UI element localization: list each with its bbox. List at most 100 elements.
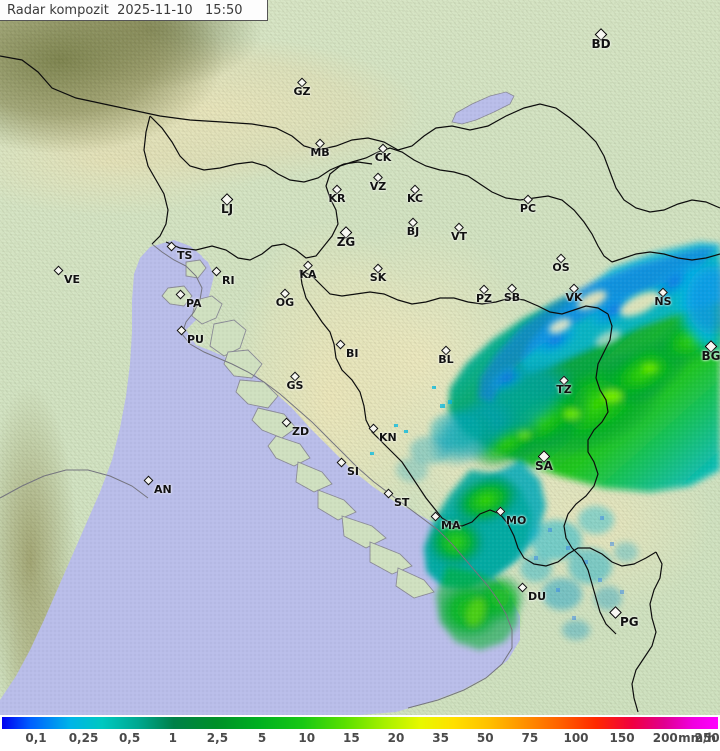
borders-layer [0,55,720,713]
diamond-icon [410,184,420,195]
legend-tick: 10 [298,731,316,745]
diamond-icon [220,193,234,206]
legend-tick: 0,5 [118,731,141,745]
diamond-icon [559,375,569,386]
city-label: PG [620,615,639,629]
diamond-icon [281,417,292,428]
city-label: PZ [475,292,493,305]
city-label: OS [552,261,570,274]
diamond-icon [315,138,325,149]
city-label: LJ [220,202,234,216]
legend-tick: 0,25 [68,731,99,745]
city-label: BL [438,353,454,366]
diamond-icon [336,457,347,468]
diamond-icon [454,222,464,233]
diamond-icon [339,226,353,239]
diamond-icon [479,284,489,295]
legend-tick: 0,1 [25,731,47,745]
legend-tick: 35 [432,731,449,745]
diamond-icon [495,506,506,517]
city-label: GZ [293,85,311,98]
diamond-icon [211,266,222,277]
city-label: TZ [556,383,572,396]
diamond-icon [166,241,177,252]
city-label: ST [394,496,410,509]
diamond-icon [556,253,566,264]
diamond-icon [383,488,394,499]
city-label: VK [565,291,583,304]
city-label: OG [275,296,295,309]
diamond-icon [143,475,154,486]
city-label: VZ [369,180,387,193]
city-label: BI [346,347,359,360]
diamond-icon [378,143,388,154]
diamond-icon [335,339,346,350]
city-label: MO [506,514,527,527]
city-label: KN [379,431,397,444]
legend-tick: 200 [652,731,678,745]
diamond-icon [517,582,528,593]
city-label: MB [310,146,330,159]
diamond-icon [408,217,418,228]
city-label: BJ [406,225,420,238]
city-label: BD [591,37,611,51]
diamond-icon [523,194,533,205]
diamond-icon [297,77,307,88]
diamond-icon [594,28,608,41]
diamond-icon [368,423,379,434]
city-label: DU [528,590,547,603]
city-label: CK [374,151,392,164]
diamond-icon [175,289,186,300]
city-label: ZG [336,235,356,249]
diamond-icon [303,260,313,271]
legend-tick: 50 [476,731,494,745]
legend-tick: 100 [563,731,589,745]
legend: 0,1 0,25 0,5 1 2,5 5 10 15 20 35 50 75 100 150 200 250 … [0,715,720,751]
diamond-icon [569,283,579,294]
title-bar: Radar kompozit 2025-11-10 15:50 [0,0,268,21]
legend-tick: 150 [609,731,635,745]
diamond-icon [430,511,441,522]
diamond-icon [609,606,622,619]
diamond-icon [658,287,668,298]
city-label: RI [222,274,235,287]
diamond-icon [537,450,551,463]
city-label: SB [503,291,521,304]
diamond-icon [441,345,451,356]
diamond-icon [373,263,383,274]
city-label: KR [328,192,346,205]
city-label: TS [177,249,193,262]
diamond-icon [373,172,383,183]
legend-tick: 2,5 [206,731,229,745]
city-label: VE [64,273,81,286]
city-label: SK [369,271,387,284]
city-label: PA [186,297,202,310]
map-canvas[interactable]: BD GZ MB CK VZ KR KC LJ PC BJ VT ZG TS VE OS RI KA SK VK PA… [0,0,720,715]
city-label: PC [519,202,537,215]
city-label: SI [347,465,360,478]
radar-echo-layer [0,0,720,715]
legend-unit-label: mm/h [678,731,716,745]
legend-tick: 20 [387,731,405,745]
page-title: Radar kompozit 2025-11-10 15:50 [7,2,243,18]
city-label: MA [441,519,461,532]
city-label: KC [406,192,424,205]
legend-tick: 15 [343,731,360,745]
diamond-icon [290,371,300,382]
legend-tick: 75 [521,731,539,745]
city-label: NS [654,295,672,308]
city-label: VT [450,230,468,243]
city-label: PU [187,333,204,346]
legend-tick: 250 [694,731,720,745]
diamond-icon [176,325,187,336]
legend-tick: 5 [257,731,267,745]
city-label: KA [299,268,317,281]
diamond-icon [53,265,64,276]
diamond-icon [332,184,342,195]
diamond-icon [280,288,290,299]
city-label: SA [535,459,553,473]
city-label: ZD [292,425,310,438]
city-label: BG [701,349,720,363]
city-label: AN [154,483,172,496]
